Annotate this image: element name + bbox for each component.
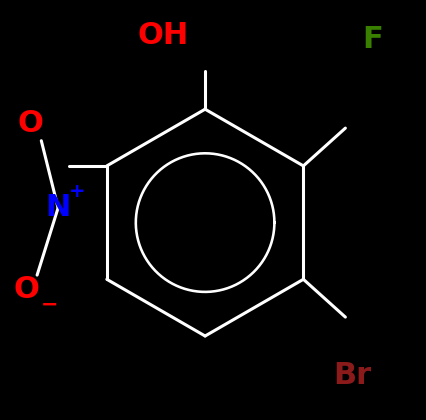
Text: O: O: [18, 109, 43, 139]
Text: Br: Br: [332, 361, 370, 391]
Text: O: O: [14, 275, 40, 304]
Text: N: N: [45, 193, 71, 223]
Text: −: −: [41, 294, 58, 315]
Text: OH: OH: [137, 21, 188, 50]
Text: F: F: [362, 25, 383, 55]
Text: +: +: [69, 181, 85, 201]
